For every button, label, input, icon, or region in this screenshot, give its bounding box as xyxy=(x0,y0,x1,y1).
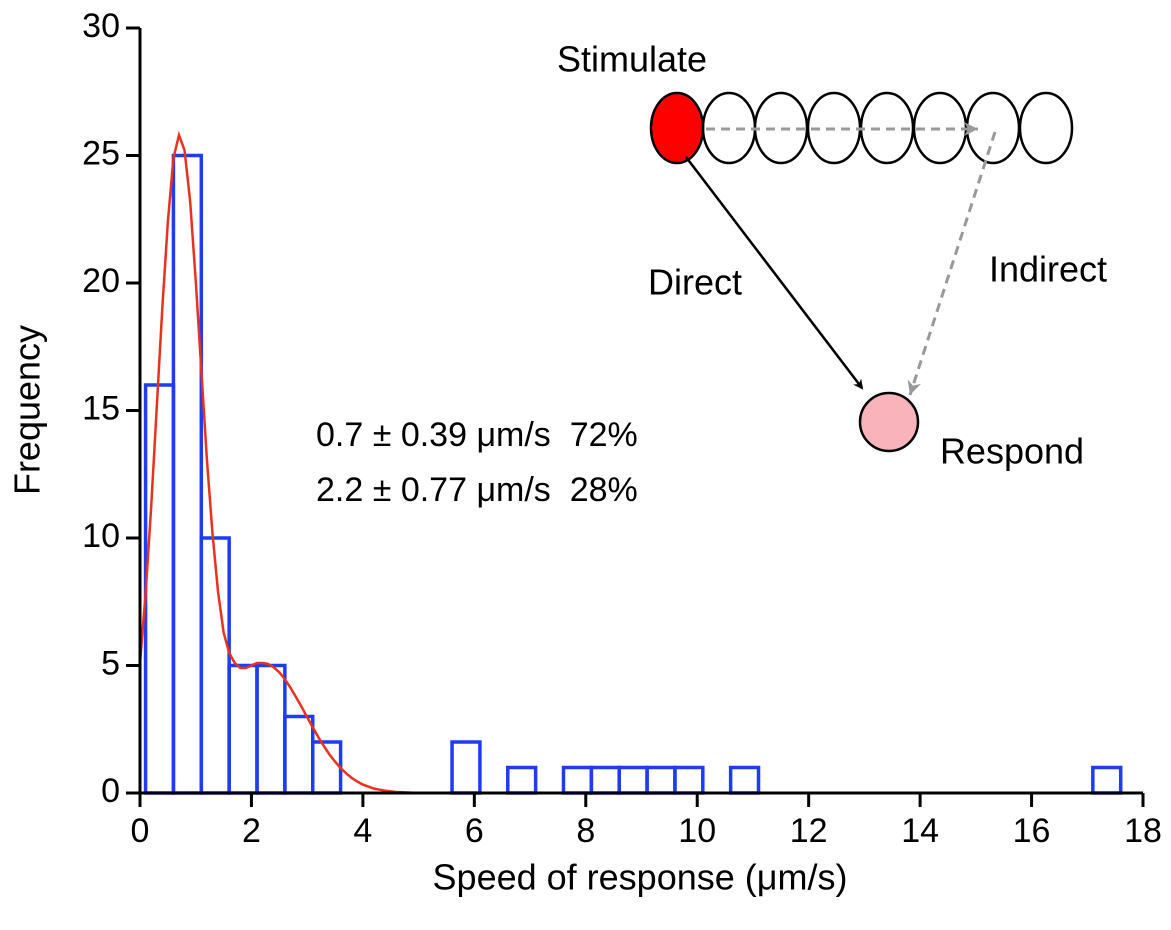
bar xyxy=(645,765,677,795)
x-tick-label: 0 xyxy=(131,812,150,850)
y-tick-label: 15 xyxy=(82,389,120,427)
bar xyxy=(617,765,649,795)
responding-cell xyxy=(858,391,920,453)
y-tick-label: 0 xyxy=(101,772,120,810)
x-tick-label: 6 xyxy=(465,812,484,850)
bar xyxy=(171,153,204,795)
direct-arrow xyxy=(685,156,864,390)
x-tick-label: 2 xyxy=(242,812,261,850)
x-tick-label: 16 xyxy=(1013,812,1051,850)
bar xyxy=(589,765,621,795)
bar xyxy=(1091,765,1123,795)
cell xyxy=(1018,91,1074,165)
bar xyxy=(255,663,287,795)
bar xyxy=(199,536,231,795)
y-axis-label: Frequency xyxy=(7,325,48,495)
y-tick-label: 30 xyxy=(82,7,120,45)
cell xyxy=(965,91,1021,165)
bar xyxy=(506,765,538,795)
diagram-label: Indirect xyxy=(989,249,1107,290)
diagram-label: Direct xyxy=(648,262,742,303)
bar xyxy=(728,765,761,795)
bar xyxy=(561,765,594,795)
bar xyxy=(450,740,482,795)
diagram: Stimulate Direct Indirect Respond xyxy=(557,39,1107,472)
bar xyxy=(283,714,315,795)
x-tick-label: 18 xyxy=(1124,812,1162,850)
y-tick-label: 25 xyxy=(82,134,120,172)
x-tick-label: 12 xyxy=(790,812,828,850)
fit-curve xyxy=(138,130,1143,795)
x-tick-label: 4 xyxy=(353,812,372,850)
annotation: 0.7 ± 0.39 μm/s 72% xyxy=(316,416,638,454)
bar xyxy=(227,663,259,795)
bar xyxy=(673,765,705,795)
x-axis-label: Speed of response (μm/s) xyxy=(433,857,848,898)
diagram-label: Respond xyxy=(940,431,1084,472)
y-tick-label: 20 xyxy=(82,262,120,300)
stimulated-cell xyxy=(649,91,705,165)
y-tick-label: 10 xyxy=(82,517,120,555)
indirect-arrow xyxy=(907,131,997,396)
x-tick-label: 8 xyxy=(576,812,595,850)
annotation: 2.2 ± 0.77 μm/s 28% xyxy=(316,471,638,509)
x-tick-label: 14 xyxy=(901,812,939,850)
diagram-label: Stimulate xyxy=(557,39,707,80)
bar xyxy=(143,383,176,795)
x-tick-label: 10 xyxy=(678,812,716,850)
y-tick-label: 5 xyxy=(101,644,120,682)
